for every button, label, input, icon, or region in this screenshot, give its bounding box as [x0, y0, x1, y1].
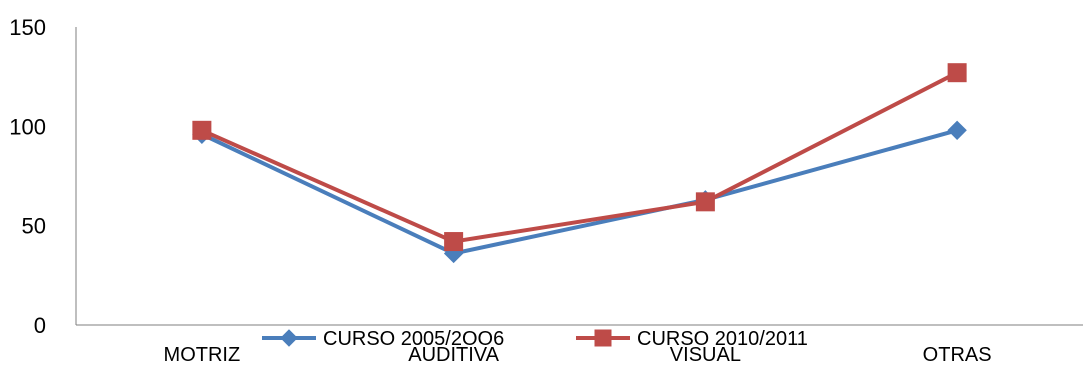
legend-entry-1: CURSO 2005/2OO6 — [262, 328, 504, 350]
series-1-point-otras — [947, 120, 967, 141]
series-2-point-visual — [695, 192, 715, 212]
x-tick-label-visual: VISUAL — [670, 344, 741, 366]
legend-label-1: CURSO 2005/2OO6 — [323, 328, 504, 350]
series-2-point-otras — [947, 63, 967, 83]
x-tick-labels: MOTRIZ AUDITIVA VISUAL OTRAS — [164, 344, 992, 366]
y-tick-label-100: 100 — [9, 114, 46, 139]
y-tick-label-0: 0 — [34, 313, 46, 338]
series-2-point-auditiva — [444, 232, 464, 252]
legend-swatch-marker-2 — [594, 329, 612, 347]
series-1-line — [199, 128, 960, 256]
x-tick-label-otras: OTRAS — [923, 344, 992, 366]
legend-label-2: CURSO 2010/2011 — [637, 328, 808, 350]
series-2 — [192, 63, 967, 252]
x-tick-label-motriz: MOTRIZ — [164, 344, 241, 366]
y-tick-label-150: 150 — [9, 15, 46, 40]
y-tick-label-50: 50 — [22, 214, 46, 239]
series-2-point-motriz — [192, 120, 212, 140]
legend-swatch-marker-1 — [280, 329, 298, 347]
x-tick-label-auditiva: AUDITIVA — [408, 344, 499, 366]
y-tick-labels: 0 50 100 150 — [9, 15, 46, 338]
series-2-line — [199, 70, 960, 244]
legend-entry-2: CURSO 2010/2011 — [576, 328, 808, 350]
legend: CURSO 2005/2OO6 CURSO 2010/2011 — [262, 328, 808, 350]
series-1 — [192, 120, 967, 264]
series-layer — [192, 63, 967, 264]
